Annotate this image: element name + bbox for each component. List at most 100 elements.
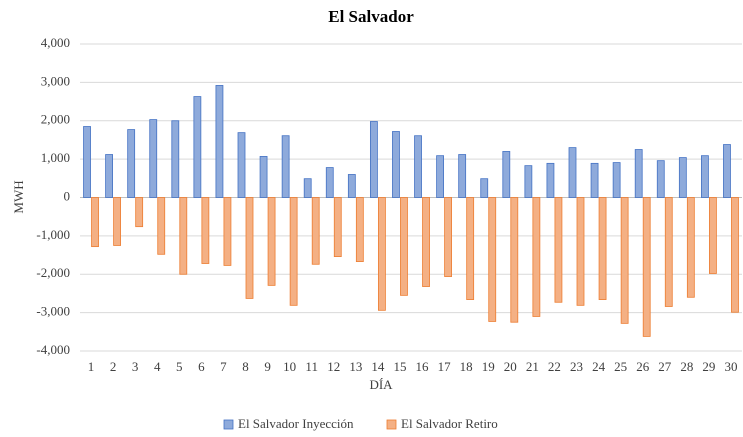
y-axis-label: MWH	[11, 180, 26, 213]
bar	[237, 132, 246, 198]
x-tick-label: 12	[327, 359, 340, 374]
x-tick-label: 30	[724, 359, 737, 374]
x-tick-label: 16	[416, 359, 430, 374]
bar	[546, 162, 555, 198]
x-tick-label: 22	[548, 359, 561, 374]
x-tick-label: 7	[220, 359, 227, 374]
bar	[113, 197, 121, 246]
bar	[502, 151, 511, 198]
bar	[267, 197, 276, 286]
bar	[554, 197, 563, 303]
bar	[532, 197, 541, 317]
bar	[709, 197, 717, 274]
x-tick-label: 19	[482, 359, 495, 374]
x-tick-label: 20	[504, 359, 517, 374]
bar	[510, 197, 519, 323]
y-tick-label: -1,000	[36, 227, 70, 242]
bar	[436, 155, 445, 198]
y-tick-label: 3,000	[41, 73, 70, 88]
bar	[289, 197, 298, 306]
legend-label: El Salvador Retiro	[401, 416, 498, 431]
bar	[414, 135, 422, 198]
x-tick-label: 4	[154, 359, 161, 374]
x-tick-label: 1	[88, 359, 95, 374]
bar	[576, 197, 585, 306]
bar	[612, 162, 621, 198]
bar	[201, 197, 210, 264]
x-tick-label: 29	[702, 359, 715, 374]
x-tick-label: 14	[371, 359, 385, 374]
bar	[686, 197, 695, 298]
x-tick-label: 17	[438, 359, 452, 374]
chart-title: El Salvador	[328, 7, 414, 26]
x-tick-label: 13	[349, 359, 362, 374]
x-tick-label: 10	[283, 359, 296, 374]
bar	[377, 197, 386, 311]
bar	[259, 156, 268, 198]
bar	[466, 197, 475, 300]
x-tick-label: 15	[393, 359, 406, 374]
bar	[91, 197, 99, 248]
bar	[223, 197, 232, 266]
x-tick-label: 18	[460, 359, 473, 374]
x-tick-label: 8	[242, 359, 249, 374]
bar	[444, 197, 453, 277]
bar	[303, 178, 312, 198]
bar	[723, 144, 731, 198]
bar	[333, 197, 342, 257]
bar	[215, 85, 224, 198]
bar	[656, 160, 665, 198]
bar	[664, 197, 673, 307]
x-tick-label: 3	[132, 359, 139, 374]
y-tick-label: 1,000	[41, 150, 70, 165]
bar	[678, 157, 687, 198]
bar	[422, 197, 430, 287]
x-tick-label: 2	[110, 359, 117, 374]
bar	[311, 197, 320, 265]
bar	[245, 197, 254, 299]
y-tick-label: -2,000	[36, 265, 70, 280]
bar	[568, 147, 577, 198]
bar	[392, 131, 400, 198]
bar	[480, 178, 489, 198]
bar	[347, 174, 356, 198]
bar	[642, 197, 651, 337]
bar	[400, 197, 408, 296]
x-tick-label: 23	[570, 359, 583, 374]
bar	[135, 197, 144, 228]
bar	[598, 197, 607, 300]
x-tick-label: 21	[526, 359, 539, 374]
y-tick-label: -3,000	[36, 304, 70, 319]
x-tick-label: 26	[636, 359, 650, 374]
bar	[281, 135, 290, 198]
y-tick-label: 0	[64, 188, 71, 203]
legend-label: El Salvador Inyección	[238, 416, 354, 431]
y-tick-label: -4,000	[36, 342, 70, 357]
x-tick-label: 5	[176, 359, 183, 374]
x-tick-label: 11	[305, 359, 318, 374]
y-tick-label: 2,000	[41, 112, 70, 127]
bar	[369, 121, 378, 198]
x-tick-label: 9	[264, 359, 271, 374]
bar	[157, 197, 166, 255]
bar	[355, 197, 364, 262]
bar	[179, 197, 188, 275]
y-tick-label: 4,000	[41, 35, 70, 50]
legend-swatch	[386, 419, 397, 430]
bar	[488, 197, 497, 322]
x-tick-label: 6	[198, 359, 205, 374]
bar	[105, 154, 113, 198]
bar	[149, 119, 158, 198]
bar	[458, 154, 467, 198]
x-tick-label: 25	[614, 359, 627, 374]
bar	[325, 167, 334, 198]
bar	[171, 120, 180, 198]
x-tick-label: 28	[680, 359, 693, 374]
bar	[620, 197, 629, 324]
bar	[731, 197, 739, 313]
x-tick-label: 24	[592, 359, 606, 374]
bar	[524, 165, 533, 198]
x-tick-label: 27	[658, 359, 672, 374]
legend-swatch	[223, 419, 234, 430]
